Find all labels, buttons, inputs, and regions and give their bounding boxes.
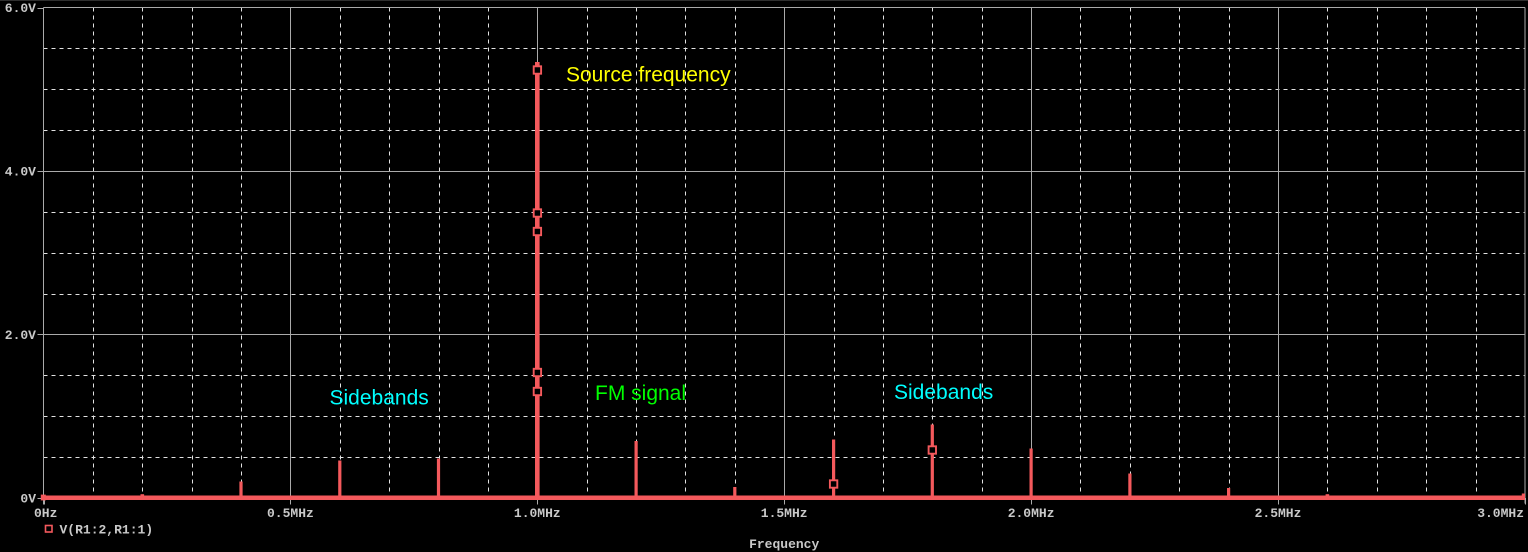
svg-text:Frequency: Frequency xyxy=(749,537,819,552)
svg-text:2.5MHz: 2.5MHz xyxy=(1255,506,1302,521)
svg-text:4.0V: 4.0V xyxy=(5,165,36,180)
svg-text:2.0MHz: 2.0MHz xyxy=(1008,506,1055,521)
svg-text:0V: 0V xyxy=(20,492,36,507)
svg-text:V(R1:2,R1:1): V(R1:2,R1:1) xyxy=(60,523,154,538)
svg-text:0.5MHz: 0.5MHz xyxy=(267,506,314,521)
svg-text:0Hz: 0Hz xyxy=(34,506,57,521)
svg-text:2.0V: 2.0V xyxy=(5,328,36,343)
svg-text:Sidebands: Sidebands xyxy=(894,381,993,404)
svg-text:6.0V: 6.0V xyxy=(5,1,36,16)
svg-text:1.0MHz: 1.0MHz xyxy=(514,506,561,521)
svg-text:Sidebands: Sidebands xyxy=(330,387,429,410)
svg-text:3.0MHz: 3.0MHz xyxy=(1477,506,1524,521)
svg-text:1.5MHz: 1.5MHz xyxy=(761,506,808,521)
svg-text:Source frequency: Source frequency xyxy=(566,64,731,87)
svg-text:FM signal: FM signal xyxy=(595,382,686,405)
